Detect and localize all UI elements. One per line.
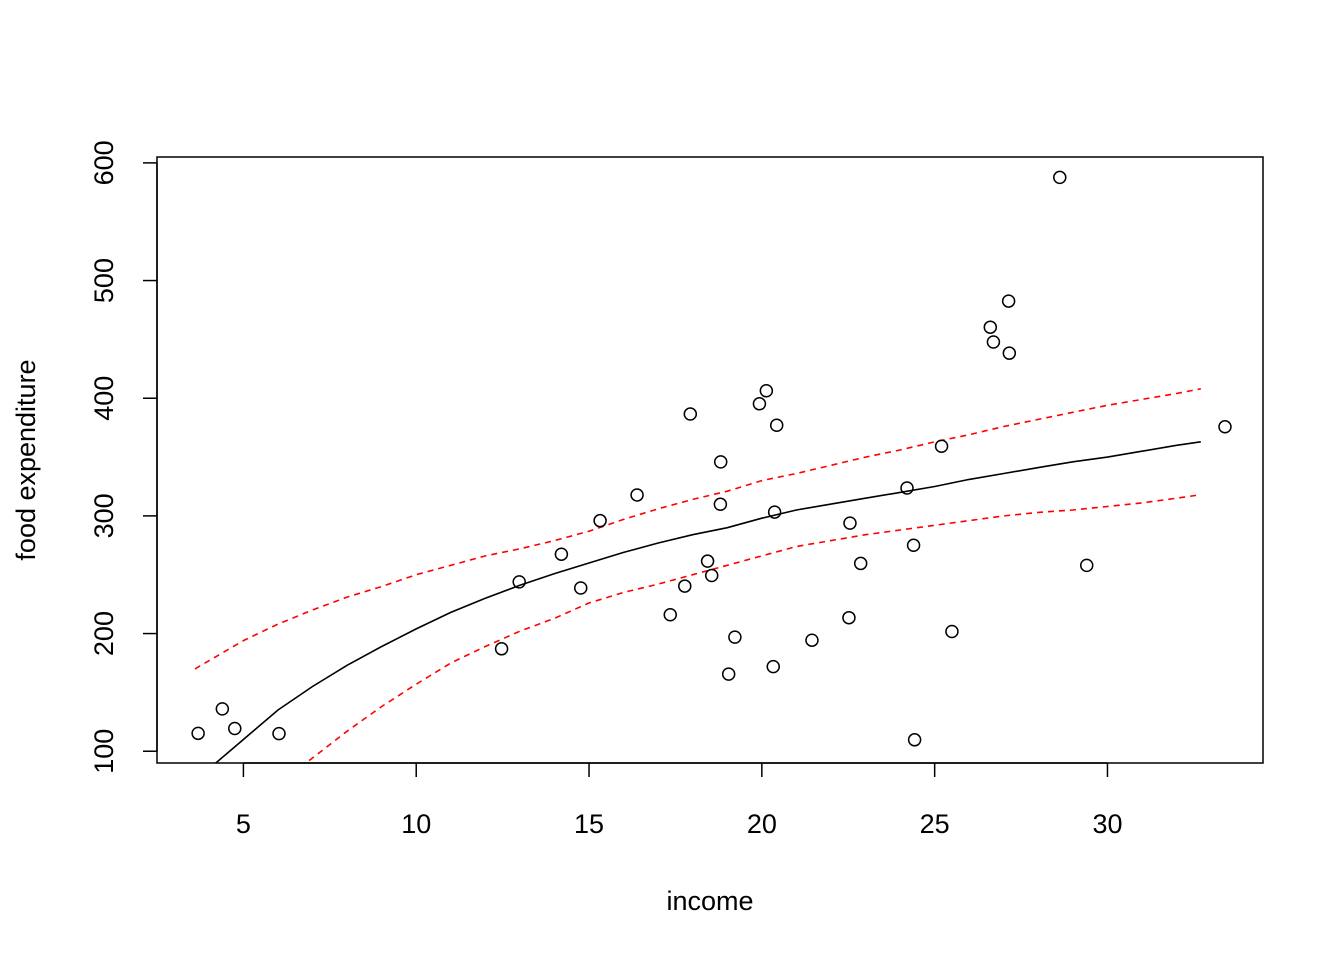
- confidence-band-line-2: [308, 493, 1201, 762]
- data-point: [593, 513, 607, 528]
- data-point: [512, 575, 526, 589]
- data-point: [934, 439, 949, 453]
- y-axis: 100 200 300 400 500 600: [89, 140, 158, 774]
- data-point: [700, 554, 715, 568]
- data-point: [663, 607, 678, 622]
- data-point: [767, 505, 782, 519]
- data-point: [678, 579, 692, 593]
- data-point: [906, 538, 921, 553]
- data-point: [983, 320, 998, 334]
- data-points: [191, 170, 1232, 747]
- x-tick-label: 25: [920, 809, 950, 839]
- data-point: [704, 568, 719, 583]
- data-point: [907, 733, 922, 747]
- y-tick-label: 200: [89, 611, 119, 656]
- data-point: [494, 642, 509, 656]
- x-tick-label: 30: [1092, 809, 1122, 839]
- data-point: [713, 455, 728, 469]
- data-point: [1053, 170, 1067, 185]
- x-tick-label: 5: [236, 809, 251, 839]
- fitted-lines: [194, 388, 1201, 764]
- fitted-line: [215, 441, 1201, 764]
- data-point: [728, 630, 742, 644]
- data-point: [1001, 294, 1016, 308]
- data-point: [228, 721, 242, 736]
- x-tick-label: 10: [401, 809, 431, 839]
- data-point: [1002, 346, 1017, 360]
- data-point: [1079, 558, 1094, 573]
- y-tick-label: 100: [89, 729, 119, 774]
- data-point: [721, 667, 736, 681]
- data-point: [272, 726, 286, 741]
- data-point: [805, 633, 819, 647]
- data-point: [842, 610, 856, 625]
- y-tick-label: 300: [89, 493, 119, 538]
- data-point: [986, 335, 1001, 349]
- x-tick-label: 15: [574, 809, 604, 839]
- data-point: [713, 497, 728, 512]
- data-point: [766, 659, 780, 674]
- data-point: [769, 418, 784, 432]
- data-point: [945, 624, 959, 639]
- confidence-band-line-1: [194, 388, 1201, 670]
- data-point: [630, 488, 644, 502]
- data-point: [215, 702, 230, 716]
- data-point: [573, 581, 588, 595]
- data-point: [554, 547, 569, 561]
- y-tick-label: 600: [89, 140, 119, 185]
- data-point: [191, 726, 205, 741]
- x-axis: 5 10 15 20 25 30: [236, 762, 1122, 839]
- plot-frame: [156, 156, 1264, 764]
- data-point: [683, 407, 698, 421]
- y-tick-label: 500: [89, 258, 119, 303]
- x-axis-title: income: [666, 886, 753, 916]
- y-axis-title: food expenditure: [11, 359, 41, 560]
- data-point: [853, 556, 868, 571]
- x-tick-label: 20: [747, 809, 777, 839]
- y-tick-label: 400: [89, 376, 119, 421]
- data-point: [759, 384, 774, 398]
- data-point: [752, 397, 767, 411]
- data-point: [843, 516, 857, 530]
- data-point: [900, 481, 914, 495]
- data-point: [1218, 420, 1232, 434]
